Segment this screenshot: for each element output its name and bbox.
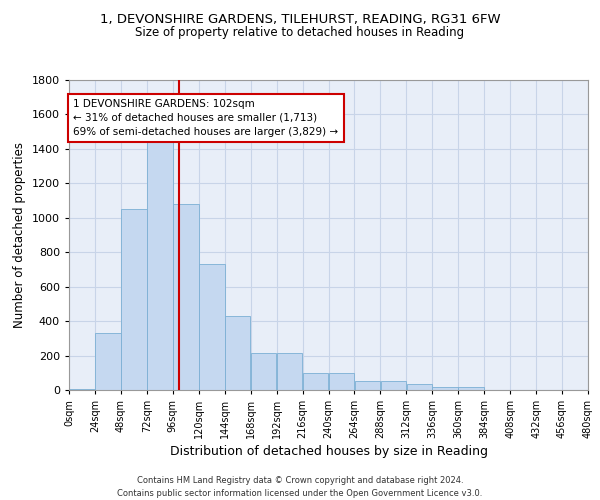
Text: 1, DEVONSHIRE GARDENS, TILEHURST, READING, RG31 6FW: 1, DEVONSHIRE GARDENS, TILEHURST, READIN…: [100, 12, 500, 26]
Text: 1 DEVONSHIRE GARDENS: 102sqm
← 31% of detached houses are smaller (1,713)
69% of: 1 DEVONSHIRE GARDENS: 102sqm ← 31% of de…: [73, 99, 338, 137]
Bar: [458, 388, 484, 390]
X-axis label: Distribution of detached houses by size in Reading: Distribution of detached houses by size …: [170, 445, 487, 458]
Bar: [303, 373, 328, 390]
Bar: [95, 333, 121, 390]
Text: Contains HM Land Registry data © Crown copyright and database right 2024.
Contai: Contains HM Land Registry data © Crown c…: [118, 476, 482, 498]
Bar: [69, 389, 95, 390]
Text: Size of property relative to detached houses in Reading: Size of property relative to detached ho…: [136, 26, 464, 39]
Bar: [433, 386, 458, 390]
Bar: [329, 373, 354, 390]
Bar: [277, 353, 302, 390]
Bar: [380, 382, 406, 390]
Bar: [121, 209, 146, 390]
Bar: [199, 264, 224, 390]
Bar: [147, 138, 173, 390]
Bar: [355, 382, 380, 390]
Bar: [173, 204, 199, 390]
Bar: [225, 316, 250, 390]
Bar: [407, 384, 432, 390]
Bar: [251, 353, 277, 390]
Y-axis label: Number of detached properties: Number of detached properties: [13, 142, 26, 328]
